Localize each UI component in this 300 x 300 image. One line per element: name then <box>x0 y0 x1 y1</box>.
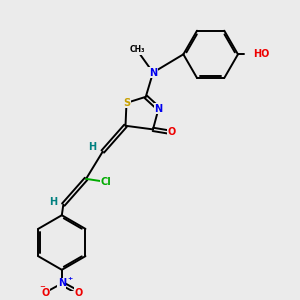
Text: +: + <box>67 276 73 281</box>
Text: N: N <box>149 68 157 77</box>
Text: CH₃: CH₃ <box>130 45 146 54</box>
Text: S: S <box>123 98 130 108</box>
Text: −: − <box>40 284 46 290</box>
Text: N: N <box>154 103 163 114</box>
Text: HO: HO <box>253 49 269 59</box>
Text: O: O <box>41 288 49 298</box>
Text: H: H <box>88 142 96 152</box>
Text: N: N <box>58 278 66 289</box>
Text: Cl: Cl <box>100 177 111 187</box>
Text: H: H <box>49 196 57 207</box>
Text: O: O <box>167 128 175 137</box>
Text: O: O <box>74 288 83 298</box>
